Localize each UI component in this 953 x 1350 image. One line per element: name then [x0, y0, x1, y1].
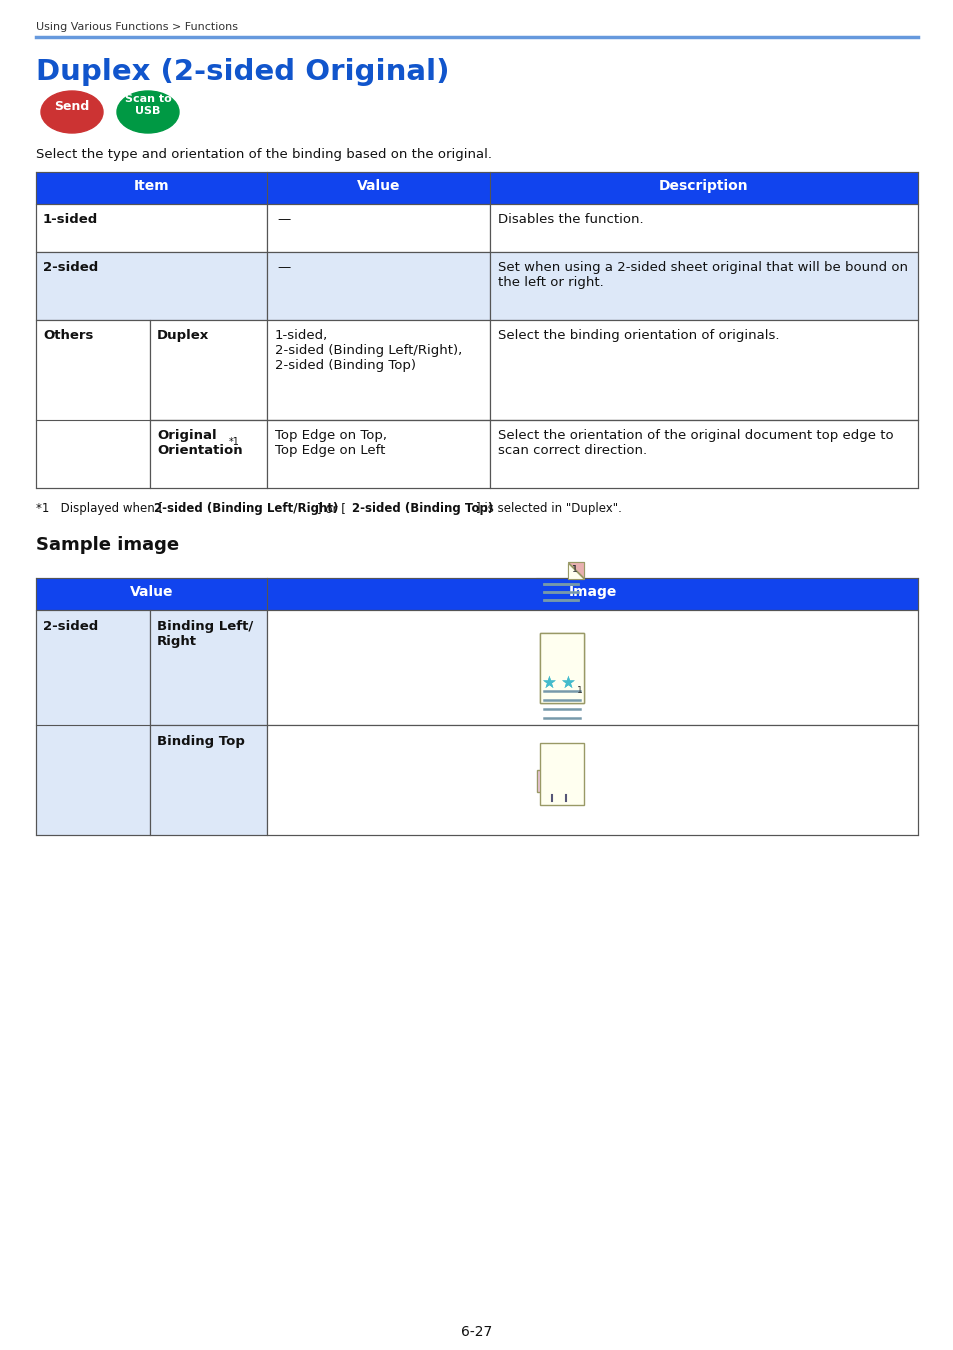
Text: Send: Send: [54, 100, 90, 112]
Text: Image: Image: [568, 585, 616, 599]
Text: Scan to
USB: Scan to USB: [125, 95, 172, 116]
Text: 2: 2: [573, 778, 578, 787]
Text: Using Various Functions > Functions: Using Various Functions > Functions: [36, 22, 237, 32]
Bar: [267, 578, 917, 610]
Bar: [150, 320, 267, 420]
Bar: [36, 252, 267, 320]
Text: 2-sided: 2-sided: [43, 620, 98, 633]
Text: Disables the function.: Disables the function.: [497, 213, 643, 225]
Text: ] or [: ] or [: [316, 502, 346, 514]
Text: Value: Value: [130, 585, 173, 599]
Text: ] is selected in "Duplex".: ] is selected in "Duplex".: [476, 502, 621, 514]
Bar: [36, 171, 267, 204]
Text: Duplex (2-sided Original): Duplex (2-sided Original): [36, 58, 449, 86]
Text: Set when using a 2-sided sheet original that will be bound on
the left or right.: Set when using a 2-sided sheet original …: [497, 261, 907, 289]
Text: 1: 1: [571, 566, 577, 575]
Text: ★: ★: [541, 674, 557, 691]
Text: 1: 1: [571, 566, 577, 575]
Bar: [267, 252, 490, 320]
Text: ★: ★: [560, 674, 576, 691]
Text: 1-sided,
2-sided (Binding Left/Right),
2-sided (Binding Top): 1-sided, 2-sided (Binding Left/Right), 2…: [274, 329, 462, 373]
Bar: [267, 171, 490, 204]
Bar: [150, 610, 267, 725]
Bar: [267, 320, 490, 420]
Bar: [537, 769, 581, 792]
Bar: [36, 610, 150, 836]
Text: Sample image: Sample image: [36, 536, 179, 554]
Bar: [490, 204, 917, 252]
Bar: [267, 420, 490, 487]
Bar: [36, 578, 267, 610]
Polygon shape: [568, 563, 584, 579]
Bar: [150, 725, 267, 836]
Text: 2-sided: 2-sided: [43, 261, 98, 274]
Bar: [150, 420, 267, 487]
Text: Others: Others: [43, 329, 93, 342]
Bar: [267, 204, 490, 252]
Bar: [490, 171, 917, 204]
Polygon shape: [568, 563, 584, 579]
Text: Top Edge on Top,
Top Edge on Left: Top Edge on Top, Top Edge on Left: [274, 429, 387, 458]
Bar: [490, 252, 917, 320]
Text: Original
Orientation: Original Orientation: [157, 429, 242, 458]
Text: Item: Item: [133, 180, 169, 193]
Ellipse shape: [117, 90, 179, 134]
Bar: [540, 633, 584, 702]
Text: *1: *1: [229, 437, 239, 447]
Bar: [540, 743, 584, 805]
Text: Value: Value: [356, 180, 400, 193]
Text: Select the orientation of the original document top edge to
scan correct directi: Select the orientation of the original d…: [497, 429, 893, 458]
Text: Binding Left/
Right: Binding Left/ Right: [157, 620, 253, 648]
Bar: [267, 725, 917, 836]
Text: Binding Top: Binding Top: [157, 734, 245, 748]
Text: Select the binding orientation of originals.: Select the binding orientation of origin…: [497, 329, 779, 342]
Bar: [36, 204, 267, 252]
Bar: [540, 633, 584, 702]
Text: 2-sided (Binding Top): 2-sided (Binding Top): [352, 502, 493, 514]
Text: —: —: [276, 261, 290, 274]
Polygon shape: [568, 563, 584, 579]
Text: ★: ★: [541, 674, 557, 691]
Text: *1   Displayed when [: *1 Displayed when [: [36, 502, 163, 514]
Bar: [267, 610, 917, 725]
Bar: [490, 320, 917, 420]
Bar: [36, 320, 150, 487]
Text: Select the type and orientation of the binding based on the original.: Select the type and orientation of the b…: [36, 148, 492, 161]
Text: 2-sided (Binding Left/Right): 2-sided (Binding Left/Right): [153, 502, 338, 514]
Ellipse shape: [41, 90, 103, 134]
Bar: [490, 420, 917, 487]
Text: —: —: [276, 213, 290, 225]
Text: ★: ★: [560, 674, 576, 691]
Polygon shape: [568, 563, 584, 579]
Text: Duplex: Duplex: [157, 329, 209, 342]
Text: 6-27: 6-27: [461, 1324, 492, 1339]
Polygon shape: [536, 579, 584, 705]
Text: 1: 1: [576, 686, 581, 695]
Text: Description: Description: [659, 180, 748, 193]
Text: 1-sided: 1-sided: [43, 213, 98, 225]
